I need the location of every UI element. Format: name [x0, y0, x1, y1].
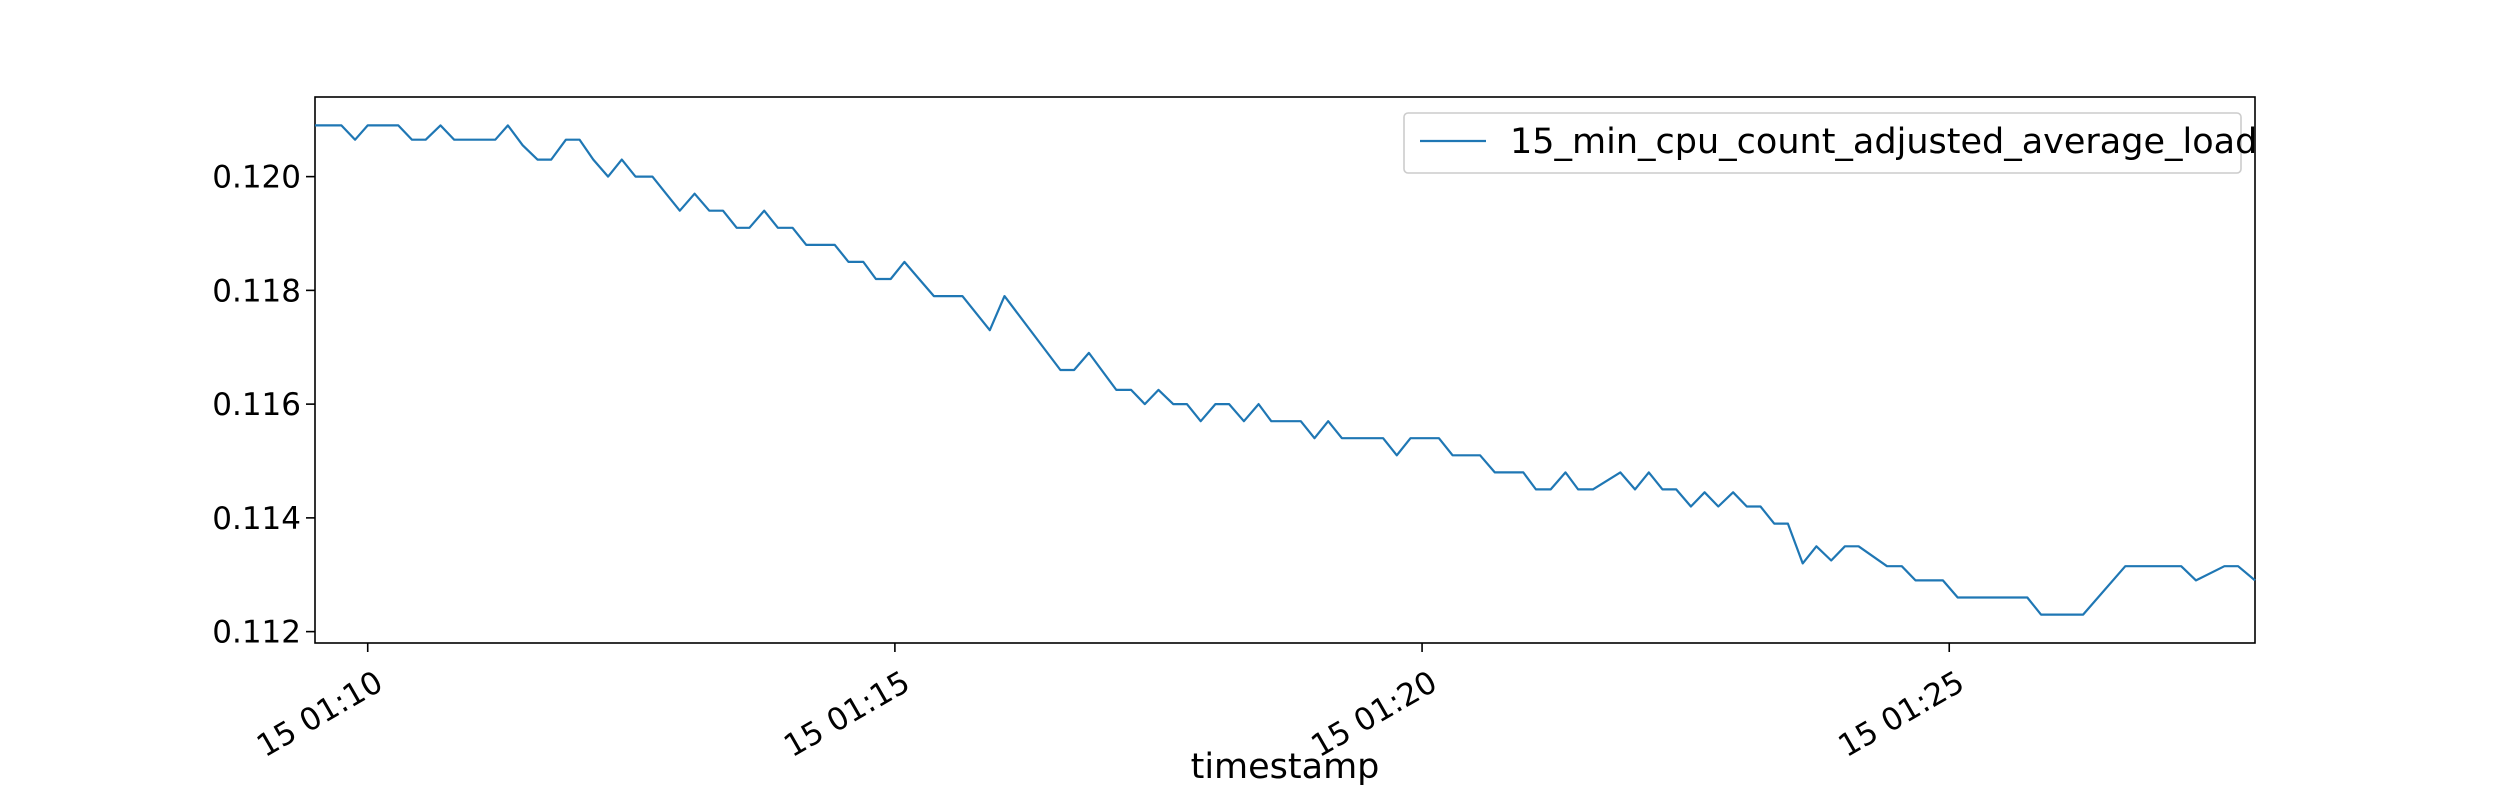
legend: 15_min_cpu_count_adjusted_average_load — [1403, 112, 2257, 174]
y-tick-label: 0.120 — [212, 160, 301, 196]
series-line-0 — [315, 124, 2256, 616]
legend-label: 15_min_cpu_count_adjusted_average_load — [1510, 122, 2257, 162]
y-axis: 0.112 0.114 0.116 0.118 0.120 — [212, 160, 315, 651]
x-axis-label: timestamp — [1191, 747, 1380, 787]
y-tick-label: 0.114 — [212, 501, 301, 537]
plot-frame — [314, 96, 2256, 644]
x-tick-label: 15 01:25 — [1832, 664, 1970, 764]
plot-area — [315, 124, 2256, 616]
y-tick-label: 0.112 — [212, 615, 301, 651]
y-tick-label: 0.116 — [212, 387, 301, 423]
x-tick-label: 15 01:10 — [251, 664, 389, 764]
x-tick-label: 15 01:15 — [778, 664, 916, 764]
legend-box — [1403, 112, 2242, 174]
x-axis: 15 01:10 15 01:15 15 01:20 15 01:25 — [251, 643, 1970, 765]
y-tick-label: 0.118 — [212, 273, 301, 309]
